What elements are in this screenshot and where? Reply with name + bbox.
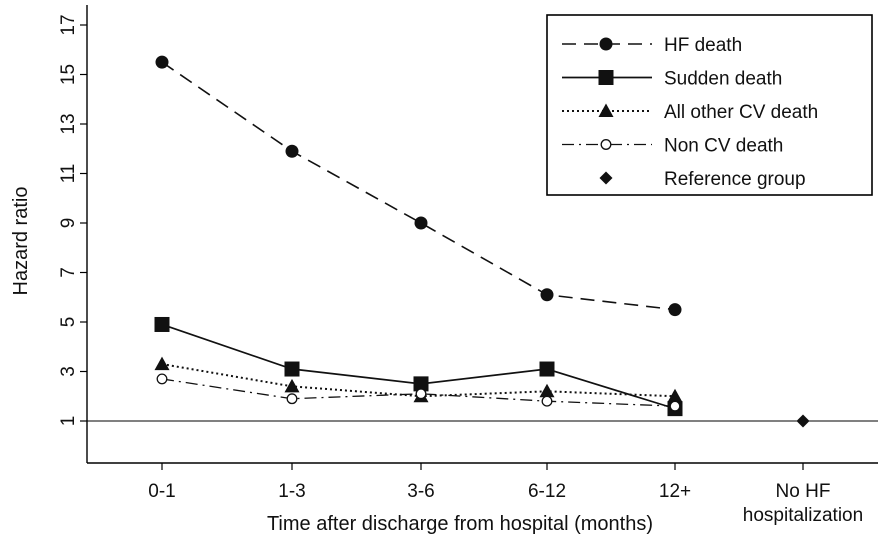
- y-tick-label: 9: [58, 218, 79, 229]
- legend-label: Sudden death: [664, 69, 782, 90]
- open-circle-marker: [600, 139, 612, 150]
- y-tick-label: 11: [58, 164, 79, 184]
- y-tick-label: 3: [58, 366, 79, 377]
- legend-label: HF death: [664, 35, 742, 56]
- legend-item: Sudden death: [562, 69, 782, 90]
- y-tick-label: 15: [58, 64, 79, 85]
- y-tick-label: 13: [58, 113, 79, 134]
- square-marker: [284, 361, 300, 377]
- legend-item: Reference group: [599, 169, 806, 190]
- legend-label: Reference group: [664, 169, 806, 190]
- legend-item: HF death: [562, 35, 742, 56]
- diamond-marker: [599, 171, 613, 185]
- x-tick-label: 12+: [659, 481, 691, 502]
- triangle-marker: [539, 383, 555, 398]
- circle-marker: [599, 37, 613, 51]
- y-tick-label: 17: [58, 14, 79, 35]
- x-tick-label: 6-12: [528, 481, 566, 502]
- series-layer: [154, 55, 810, 428]
- circle-marker: [540, 288, 554, 302]
- series-reference-group: [796, 414, 810, 428]
- series-line: [161, 61, 676, 311]
- triangle-marker: [284, 378, 300, 393]
- x-tick-label: 1-3: [278, 481, 305, 502]
- x-tick-label: No HF: [776, 481, 831, 502]
- legend-label: Non CV death: [664, 136, 783, 157]
- open-circle-marker: [156, 373, 168, 385]
- triangle-marker: [598, 103, 614, 117]
- x-tick-label: 3-6: [407, 481, 434, 502]
- triangle-marker: [667, 388, 683, 403]
- x-axis-label: Time after discharge from hospital (mont…: [267, 513, 653, 535]
- square-marker: [413, 376, 429, 392]
- series-sudden-death: [154, 316, 683, 417]
- open-circle-marker: [415, 388, 427, 400]
- y-tick-label: 7: [58, 267, 79, 278]
- triangle-marker: [154, 356, 170, 371]
- y-axis-label: Hazard ratio: [10, 187, 32, 296]
- open-circle-marker: [286, 393, 298, 405]
- legend-item: All other CV death: [562, 102, 818, 123]
- y-tick-label: 1: [58, 416, 79, 427]
- circle-marker: [285, 144, 299, 158]
- circle-marker: [155, 55, 169, 69]
- legend-item: Non CV death: [562, 136, 783, 157]
- open-circle-marker: [669, 400, 681, 412]
- y-tick-label: 5: [58, 317, 79, 328]
- x-tick-label: 0-1: [148, 481, 175, 502]
- circle-marker: [414, 216, 428, 230]
- circle-marker: [668, 303, 682, 317]
- legend: HF death Sudden death All other CV death No…: [546, 14, 873, 196]
- legend-label: All other CV death: [664, 102, 818, 123]
- square-marker: [539, 361, 555, 377]
- square-marker: [154, 316, 170, 332]
- diamond-marker: [796, 414, 810, 428]
- open-circle-marker: [541, 395, 553, 407]
- series-non-cv-death: [156, 373, 681, 412]
- square-marker: [598, 70, 614, 85]
- series-hf-death: [155, 55, 682, 317]
- x-tick-label: hospitalization: [743, 505, 863, 526]
